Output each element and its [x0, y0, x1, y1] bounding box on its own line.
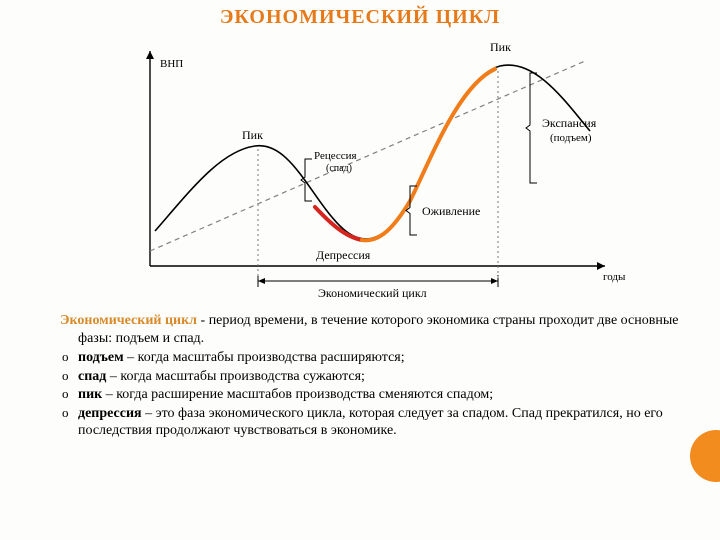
page-title: ЭКОНОМИЧЕСКИЙ ЦИКЛ — [0, 6, 720, 29]
svg-text:Пик: Пик — [242, 128, 263, 142]
svg-text:Экономический цикл: Экономический цикл — [318, 286, 427, 300]
svg-text:Рецессия: Рецессия — [314, 150, 357, 162]
svg-text:Экспансия: Экспансия — [542, 116, 597, 130]
cycle-chart: ВНП годы Пик Пик Рецессия(спад) Депрессия Ожив… — [80, 31, 640, 306]
bullet-item: подъем – когда масштабы производства рас… — [62, 349, 690, 367]
bullet-item: пик – когда расширение масштабов произво… — [62, 386, 690, 404]
svg-text:(спад): (спад) — [326, 163, 352, 174]
bullet-list: подъем – когда масштабы производства рас… — [44, 349, 690, 440]
bullet-item: депрессия – это фаза экономического цикл… — [62, 405, 690, 440]
chart-svg: ВНП годы Пик Пик Рецессия(спад) Депрессия Ожив… — [80, 31, 640, 301]
svg-text:Оживление: Оживление — [422, 204, 480, 218]
svg-text:ВНП: ВНП — [160, 58, 183, 70]
lead-term: Экономический цикл — [60, 313, 197, 328]
svg-text:Пик: Пик — [490, 40, 511, 54]
svg-text:Депрессия: Депрессия — [316, 248, 371, 262]
body-text: Экономический цикл - период времени, в т… — [0, 306, 720, 440]
svg-text:годы: годы — [603, 271, 626, 283]
lead-paragraph: Экономический цикл - период времени, в т… — [44, 312, 690, 347]
bullet-item: спад – когда масштабы производства сужаю… — [62, 368, 690, 386]
svg-text:(подъем): (подъем) — [550, 132, 592, 144]
